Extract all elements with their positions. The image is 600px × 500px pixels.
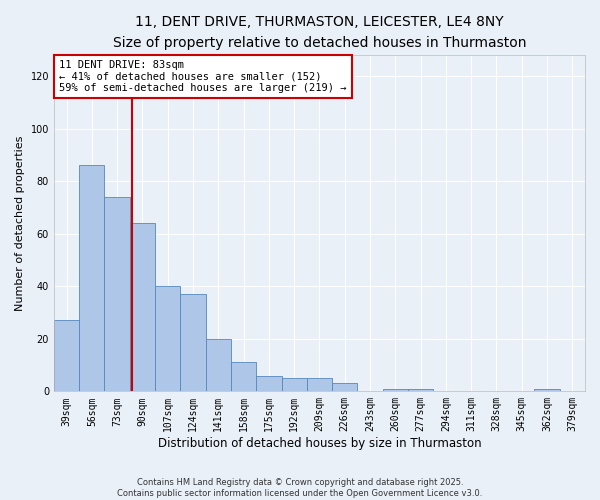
Bar [155, 286, 181, 392]
Bar [408, 388, 433, 392]
Bar [54, 320, 79, 392]
Bar [535, 388, 560, 392]
Bar [307, 378, 332, 392]
Bar [383, 388, 408, 392]
Y-axis label: Number of detached properties: Number of detached properties [15, 136, 25, 311]
Bar [332, 384, 358, 392]
Text: Contains HM Land Registry data © Crown copyright and database right 2025.
Contai: Contains HM Land Registry data © Crown c… [118, 478, 482, 498]
Bar [130, 223, 155, 392]
Bar [181, 294, 206, 392]
Bar [79, 166, 104, 392]
Bar [231, 362, 256, 392]
Bar [206, 339, 231, 392]
X-axis label: Distribution of detached houses by size in Thurmaston: Distribution of detached houses by size … [158, 437, 481, 450]
Bar [281, 378, 307, 392]
Bar [104, 197, 130, 392]
Bar [256, 376, 281, 392]
Text: 11 DENT DRIVE: 83sqm
← 41% of detached houses are smaller (152)
59% of semi-deta: 11 DENT DRIVE: 83sqm ← 41% of detached h… [59, 60, 347, 93]
Title: 11, DENT DRIVE, THURMASTON, LEICESTER, LE4 8NY
Size of property relative to deta: 11, DENT DRIVE, THURMASTON, LEICESTER, L… [113, 15, 526, 50]
